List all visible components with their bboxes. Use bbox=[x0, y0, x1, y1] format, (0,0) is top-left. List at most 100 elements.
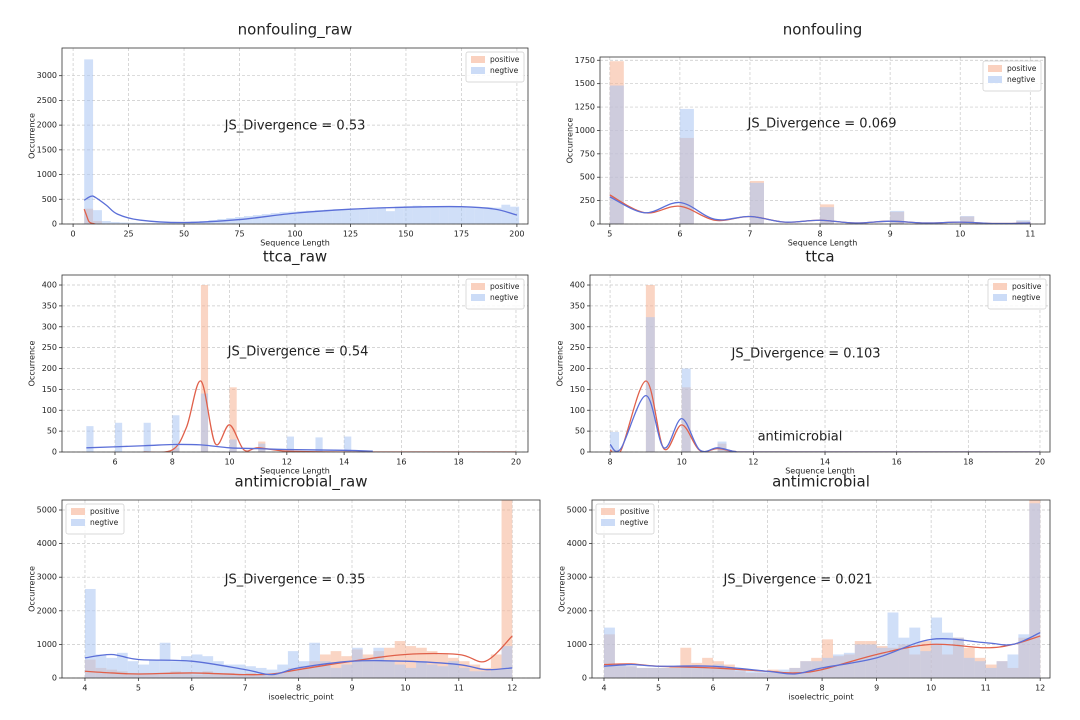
x-tick-label: 8 bbox=[296, 684, 301, 693]
bar bbox=[403, 206, 413, 224]
legend-swatch bbox=[71, 508, 85, 515]
x-tick-label: 5 bbox=[607, 230, 612, 239]
bar bbox=[352, 647, 363, 678]
kde-line bbox=[609, 196, 1031, 224]
y-axis-label: Occurrence bbox=[558, 566, 567, 612]
y-tick-label: 50 bbox=[575, 427, 585, 436]
bar bbox=[480, 671, 491, 678]
bar bbox=[368, 207, 378, 224]
bar bbox=[252, 215, 262, 224]
bar bbox=[669, 667, 681, 678]
panel: nonfouling 0 250 500 750 1000 1250 1500 1750 5 6 7 8… bbox=[566, 21, 1046, 248]
bar bbox=[373, 647, 385, 678]
bar bbox=[385, 211, 395, 224]
y-tick-label: 500 bbox=[42, 195, 57, 204]
x-tick-label: 7 bbox=[243, 684, 248, 693]
bar bbox=[952, 637, 964, 678]
bar bbox=[170, 661, 182, 678]
legend-swatch bbox=[993, 294, 1007, 301]
bar bbox=[734, 669, 746, 678]
annotation: JS_Divergence = 0.54 bbox=[227, 345, 369, 360]
y-tick-label: 0 bbox=[52, 674, 57, 683]
bar bbox=[1029, 503, 1041, 678]
x-tick-label: 12 bbox=[748, 458, 758, 467]
y-tick-label: 0 bbox=[580, 448, 585, 457]
annotation: JS_Divergence = 0.021 bbox=[722, 573, 872, 588]
bar bbox=[610, 431, 620, 452]
legend: positive negtive bbox=[465, 51, 525, 83]
plot-area bbox=[603, 500, 1041, 678]
kde-line bbox=[84, 653, 513, 676]
x-tick-label: 16 bbox=[396, 458, 406, 467]
bar bbox=[323, 209, 333, 224]
bar bbox=[84, 588, 96, 678]
legend-label: positive bbox=[490, 282, 520, 291]
axes-frame bbox=[599, 56, 1046, 225]
bar bbox=[95, 654, 107, 678]
bar bbox=[603, 627, 615, 678]
y-tick-label: 2500 bbox=[37, 96, 57, 105]
bar bbox=[394, 206, 404, 224]
bar bbox=[996, 661, 1008, 678]
bar bbox=[287, 651, 299, 678]
bar bbox=[717, 441, 727, 452]
bar bbox=[229, 439, 237, 452]
bar bbox=[86, 426, 94, 452]
panel: nonfouling_raw 0 500 1000 1500 2000 2500 3000 0 2… bbox=[28, 21, 529, 248]
bar bbox=[117, 652, 128, 678]
bar bbox=[277, 664, 288, 678]
x-tick-label: 7 bbox=[765, 684, 770, 693]
bar bbox=[843, 652, 855, 678]
bar bbox=[456, 207, 466, 224]
y-axis-label: Occurrence bbox=[28, 566, 37, 612]
bar bbox=[887, 612, 899, 678]
bar bbox=[691, 667, 703, 678]
legend: positive negtive bbox=[595, 503, 655, 535]
y-tick-label: 5000 bbox=[567, 506, 587, 515]
legend-swatch bbox=[471, 67, 485, 74]
bar bbox=[288, 211, 298, 224]
legend-swatch bbox=[988, 65, 1002, 72]
axes-frame bbox=[61, 47, 529, 225]
bar bbox=[297, 211, 307, 224]
y-tick-label: 500 bbox=[580, 173, 595, 182]
x-tick-label: 6 bbox=[710, 684, 715, 693]
y-tick-label: 100 bbox=[42, 406, 57, 415]
legend-label: negtive bbox=[490, 293, 519, 302]
bar bbox=[625, 666, 637, 678]
legend-label: positive bbox=[90, 507, 120, 516]
annotation: antimicrobial bbox=[758, 430, 843, 445]
bar bbox=[314, 210, 324, 224]
y-tick-label: 250 bbox=[42, 343, 57, 352]
bar bbox=[128, 222, 138, 224]
bar bbox=[942, 632, 953, 678]
kde-line bbox=[83, 208, 96, 224]
legend: positive negtive bbox=[65, 503, 125, 535]
bar bbox=[332, 209, 342, 224]
bar bbox=[279, 212, 289, 224]
bar bbox=[960, 216, 975, 224]
bar bbox=[306, 210, 315, 224]
bar bbox=[680, 647, 692, 678]
bar bbox=[412, 205, 422, 224]
plot-area bbox=[609, 61, 1031, 224]
x-axis-label: isoelectric_point bbox=[788, 693, 853, 702]
legend-swatch bbox=[471, 283, 485, 290]
y-tick-label: 1000 bbox=[37, 170, 57, 179]
bar bbox=[341, 664, 353, 678]
y-tick-label: 350 bbox=[570, 301, 585, 310]
x-tick-label: 6 bbox=[189, 684, 194, 693]
bar bbox=[114, 422, 123, 452]
x-tick-label: 175 bbox=[454, 230, 469, 239]
legend: positive negtive bbox=[982, 60, 1042, 92]
x-tick-label: 8 bbox=[608, 458, 613, 467]
y-tick-label: 250 bbox=[570, 343, 585, 352]
annotation: JS_Divergence = 0.103 bbox=[730, 347, 880, 362]
y-tick-label: 0 bbox=[52, 448, 57, 457]
panel-title: nonfouling_raw bbox=[238, 21, 353, 40]
bar bbox=[229, 387, 237, 452]
bar bbox=[645, 317, 655, 452]
x-tick-label: 200 bbox=[509, 230, 524, 239]
